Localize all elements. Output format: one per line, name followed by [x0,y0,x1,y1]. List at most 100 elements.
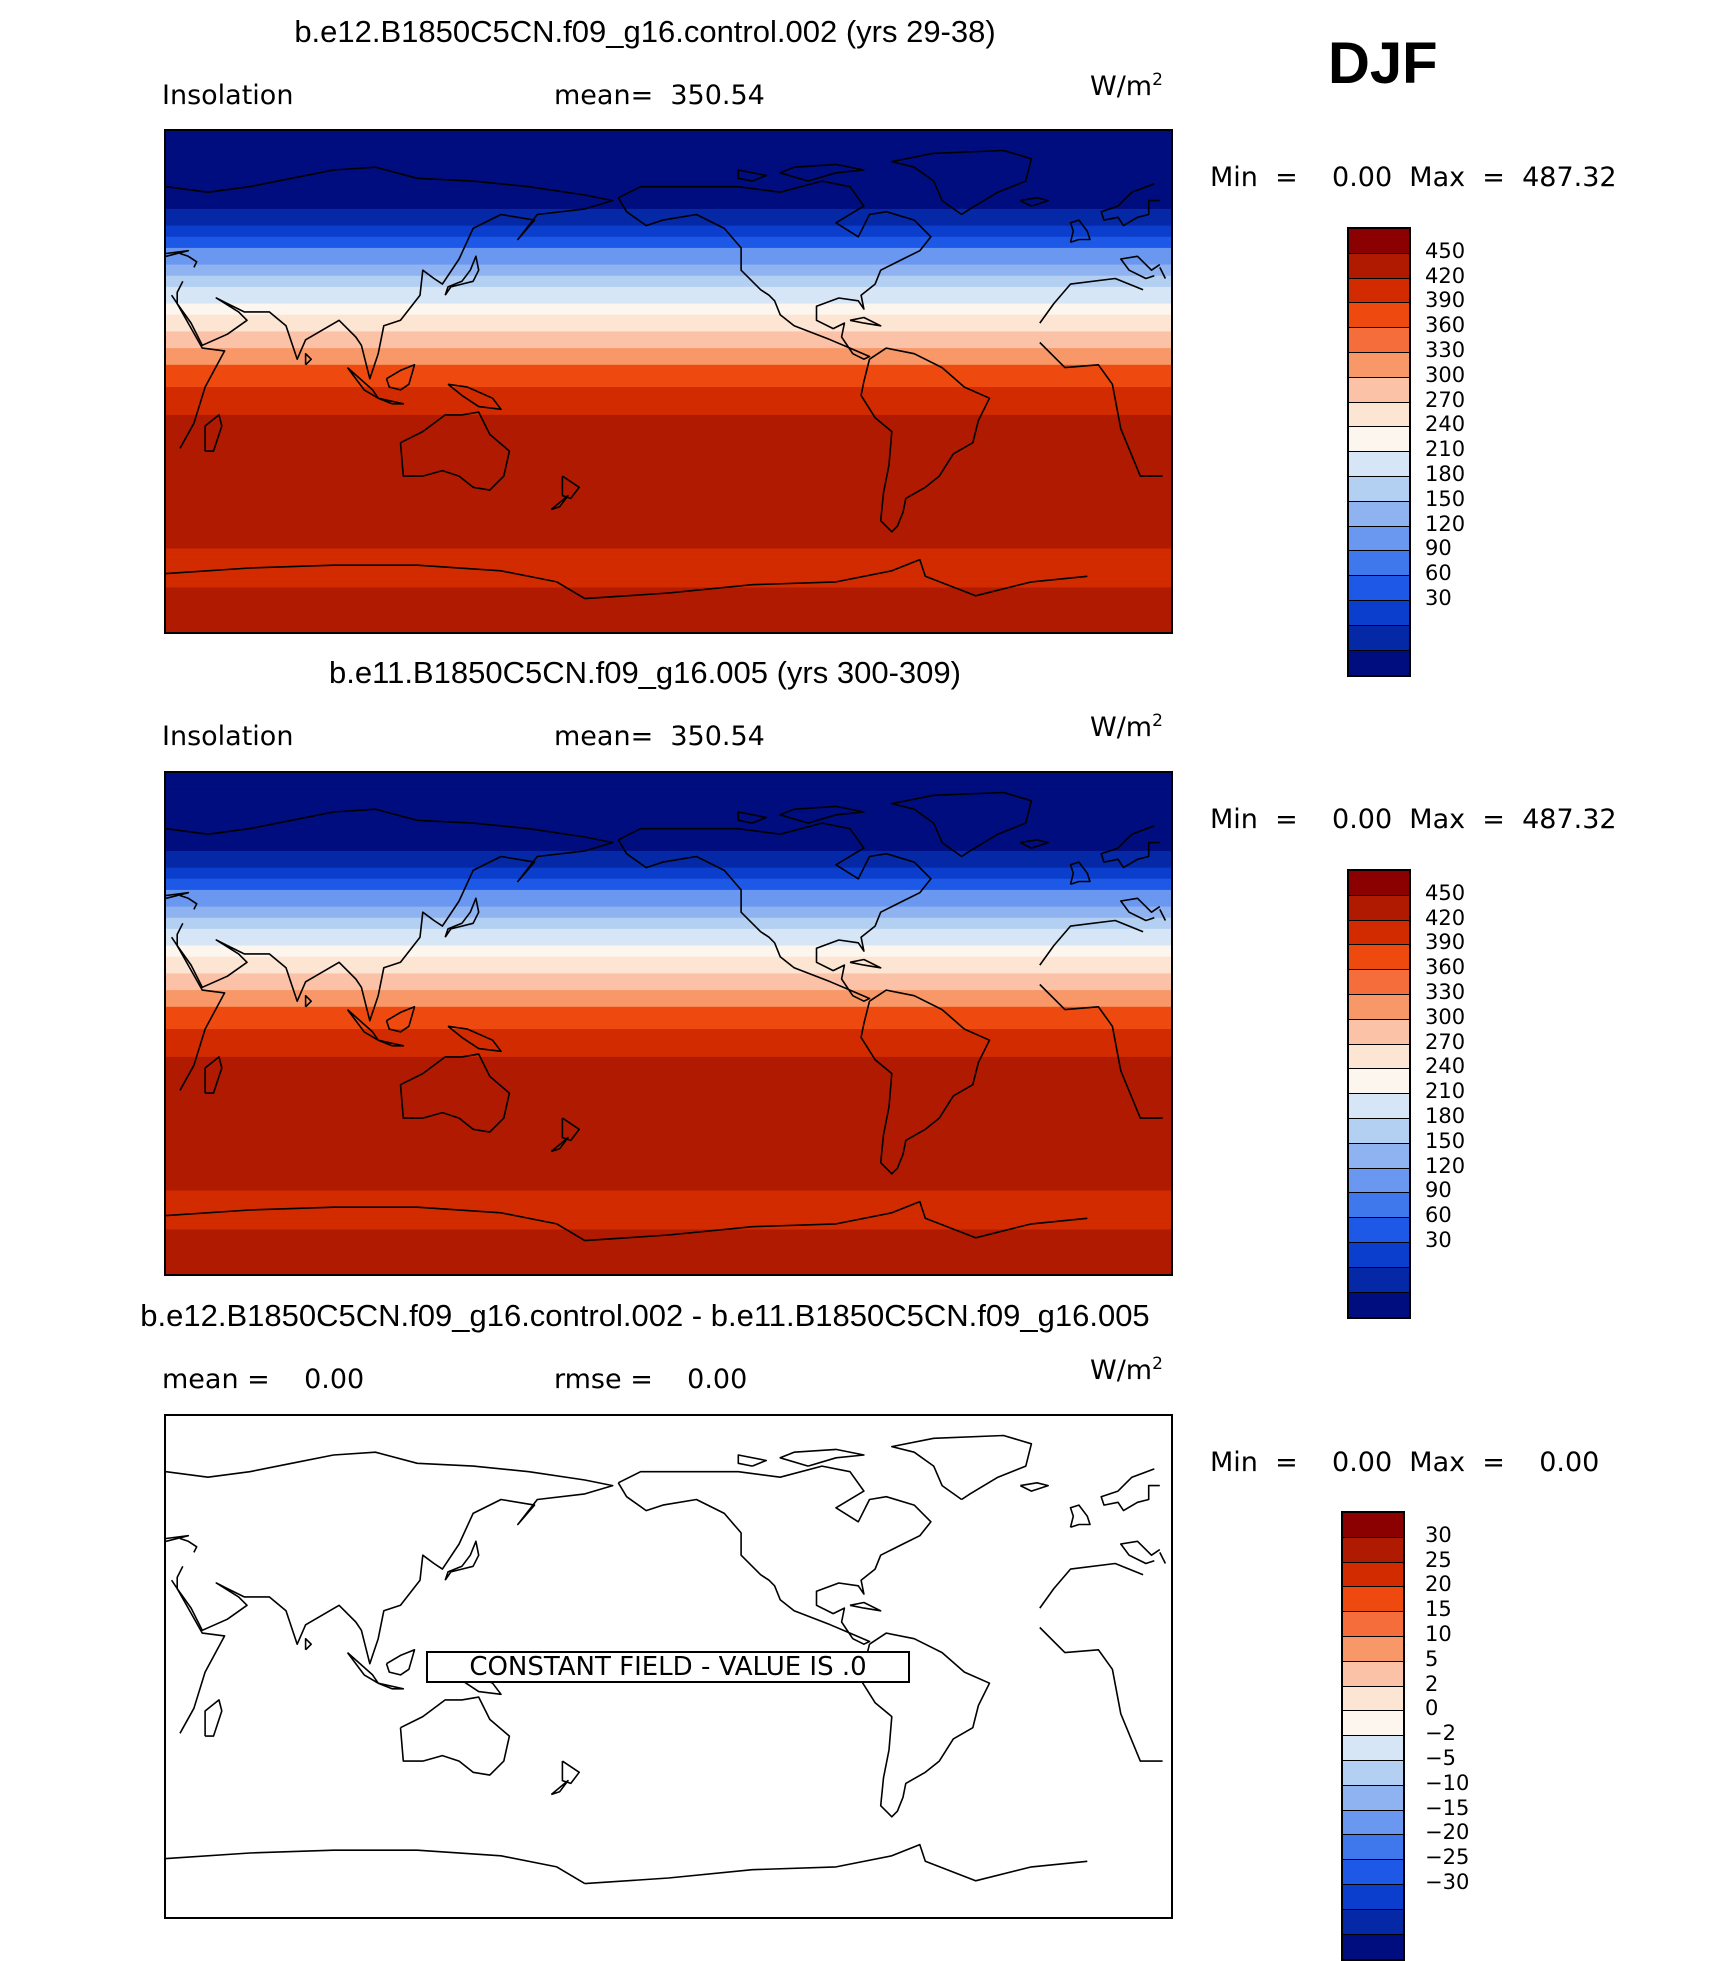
insolation-band [166,387,1171,394]
insolation-band [166,923,1171,930]
colorbar-segment [1343,1587,1403,1613]
insolation-band [166,973,1171,980]
insolation-band [166,1107,1171,1114]
coastline [304,1637,312,1651]
insolation-band [166,309,1171,316]
coastline [737,169,767,182]
insolation-band [166,626,1171,632]
coastline [561,1760,580,1785]
colorbar-tick-label: 450 [1425,238,1466,263]
panel-2-coastlines [166,791,1167,1242]
insolation-band [166,292,1171,299]
insolation-band [166,559,1171,566]
insolation-band [166,1112,1171,1119]
insolation-band [166,570,1171,577]
colorbar-segment [1349,303,1409,329]
insolation-band [166,270,1171,277]
insolation-band [166,587,1171,594]
coastline [550,1136,569,1153]
insolation-band [166,1162,1171,1169]
constant-field-label: CONSTANT FIELD - VALUE IS .0 [426,1651,910,1683]
colorbar-segment [1349,970,1409,995]
insolation-band [166,336,1171,344]
colorbar-segment [1349,600,1409,626]
insolation-band [166,526,1171,533]
colorbar-tick-label: 420 [1425,263,1466,288]
insolation-band [166,542,1171,550]
insolation-band [166,978,1171,986]
insolation-band [166,1123,1171,1130]
coastline [447,1025,502,1053]
colorbar-tick-label: 90 [1425,536,1452,561]
insolation-band [166,225,1171,232]
insolation-band [166,498,1171,505]
colorbar-segment [1343,1711,1403,1737]
colorbar-segment [1343,1562,1403,1588]
insolation-band [166,158,1171,165]
coastline [1120,1540,1161,1565]
coastline [444,897,480,938]
panel-1-zonal-bands [166,131,1171,632]
insolation-band [166,537,1171,544]
insolation-band [166,1179,1171,1186]
insolation-band [166,951,1171,958]
insolation-band [166,565,1171,572]
coastline [1069,1504,1091,1529]
insolation-band [166,1045,1171,1052]
panel-1-title: b.e12.B1850C5CN.f09_g16.control.002 (yrs… [294,14,996,49]
colorbar-tick-label: 30 [1425,1228,1452,1252]
insolation-band [166,487,1171,494]
insolation-band [166,381,1171,388]
insolation-band [166,1001,1171,1008]
colorbar-segment [1349,871,1409,896]
insolation-band [166,1184,1171,1192]
colorbar-tick-label: 60 [1425,561,1452,586]
insolation-band [166,856,1171,863]
coastline [737,1454,767,1467]
insolation-band [166,850,1171,858]
insolation-band [166,1251,1171,1258]
coastline [1120,897,1161,922]
colorbar-segment [1349,352,1409,378]
insolation-band [166,426,1171,433]
colorbar-segment [1349,1044,1409,1070]
insolation-band [166,817,1171,824]
insolation-band [166,314,1171,321]
insolation-band [166,784,1171,791]
colorbar-tick-label: 5 [1425,1646,1439,1671]
insolation-band [166,1056,1171,1064]
insolation-band [166,1268,1171,1274]
insolation-band [166,906,1171,913]
coastline [737,811,767,824]
insolation-band [166,281,1171,288]
insolation-band [166,593,1171,600]
insolation-band [166,912,1171,919]
insolation-band [166,1134,1171,1141]
panel-2-variable-label: Insolation [162,721,294,752]
colorbar-tick-label: 30 [1425,1522,1452,1547]
colorbar-segment [1349,402,1409,428]
coastline [399,1696,511,1776]
panel-1-coastlines [166,149,1167,600]
insolation-band [166,320,1171,327]
insolation-band [166,453,1171,461]
insolation-band [166,247,1171,255]
colorbar-segment [1349,1292,1409,1318]
insolation-band [166,940,1171,947]
insolation-band [166,615,1171,622]
colorbar-segment [1349,526,1409,552]
insolation-band [166,884,1171,891]
coastline [385,364,416,391]
colorbar-segment [1349,920,1409,946]
insolation-band [166,554,1171,561]
colorbar-tick-label: 2 [1425,1671,1439,1696]
colorbar-tick-label: 330 [1425,338,1466,362]
colorbar-segment [1349,895,1409,921]
insolation-band [166,208,1171,216]
insolation-band [166,398,1171,405]
insolation-band [166,795,1171,802]
colorbar-segment [1343,1612,1403,1637]
colorbar-tick-label: 25 [1425,1547,1452,1572]
insolation-band [166,878,1171,885]
colorbar-tick-label: 390 [1425,288,1466,313]
